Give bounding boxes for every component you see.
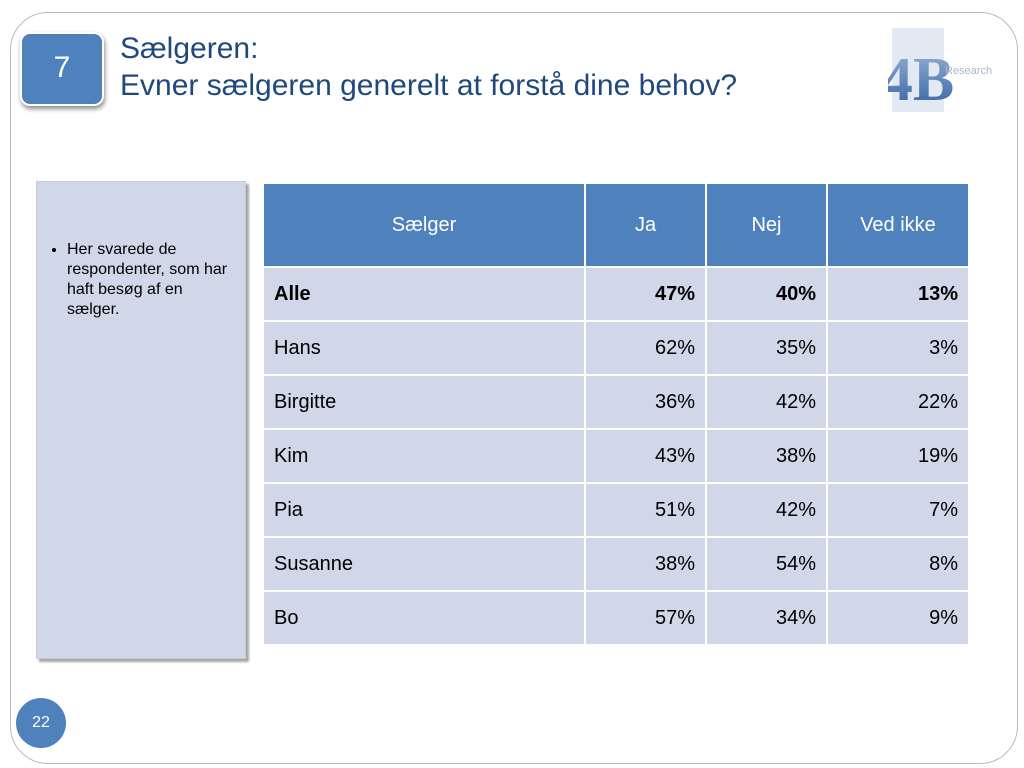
slide-title-line-1: Sælgeren: (120, 32, 259, 65)
cell-nej: 34% (705, 590, 828, 646)
table-row: Alle 47% 40% 13% (262, 266, 970, 322)
header-ved-ikke: Ved ikke (826, 182, 970, 268)
table-header-row: Sælger Ja Nej Ved ikke (262, 182, 970, 268)
notes-list: Her svarede de respondenter, som har haf… (37, 182, 245, 320)
notes-panel: Her svarede de respondenter, som har haf… (36, 181, 246, 659)
cell-nej: 42% (705, 374, 828, 430)
note-bullet: Her svarede de respondenter, som har haf… (67, 240, 237, 320)
cell-name: Hans (262, 320, 586, 376)
cell-name: Kim (262, 428, 586, 484)
table-row: Pia 51% 42% 7% (262, 482, 970, 538)
cell-nej: 40% (705, 266, 828, 322)
cell-ved-ikke: 3% (826, 320, 970, 376)
cell-ja: 62% (584, 320, 707, 376)
page-number-badge: 22 (16, 698, 66, 748)
cell-ja: 43% (584, 428, 707, 484)
cell-ja: 47% (584, 266, 707, 322)
slide-title: Sælgeren: Evner sælgeren generelt at for… (120, 30, 840, 104)
cell-name: Alle (262, 266, 586, 322)
cell-ved-ikke: 8% (826, 536, 970, 592)
cell-nej: 42% (705, 482, 828, 538)
table-row: Birgitte 36% 42% 22% (262, 374, 970, 430)
cell-ved-ikke: 22% (826, 374, 970, 430)
header-nej: Nej (705, 182, 828, 268)
cell-ja: 36% (584, 374, 707, 430)
cell-ja: 57% (584, 590, 707, 646)
header-ja: Ja (584, 182, 707, 268)
table-row: Kim 43% 38% 19% (262, 428, 970, 484)
cell-ja: 51% (584, 482, 707, 538)
logo-word: Research (945, 65, 992, 77)
cell-ved-ikke: 7% (826, 482, 970, 538)
logo-mark: 4B (888, 46, 954, 112)
slide-number-badge: 7 (20, 32, 104, 106)
cell-name: Bo (262, 590, 586, 646)
cell-ved-ikke: 13% (826, 266, 970, 322)
table-row: Susanne 38% 54% 8% (262, 536, 970, 592)
cell-nej: 54% (705, 536, 828, 592)
cell-name: Susanne (262, 536, 586, 592)
results-table: Sælger Ja Nej Ved ikke Alle 47% 40% 13% … (262, 182, 970, 646)
company-logo: 4B Research (888, 28, 998, 112)
cell-ja: 38% (584, 536, 707, 592)
slide-title-line-2: Evner sælgeren generelt at forstå dine b… (120, 69, 738, 102)
cell-nej: 35% (705, 320, 828, 376)
header-saelger: Sælger (262, 182, 586, 268)
table-row: Hans 62% 35% 3% (262, 320, 970, 376)
cell-nej: 38% (705, 428, 828, 484)
cell-ved-ikke: 9% (826, 590, 970, 646)
table-row: Bo 57% 34% 9% (262, 590, 970, 646)
logo-4b-icon: 4B Research (888, 28, 992, 112)
cell-name: Pia (262, 482, 586, 538)
cell-ved-ikke: 19% (826, 428, 970, 484)
cell-name: Birgitte (262, 374, 586, 430)
